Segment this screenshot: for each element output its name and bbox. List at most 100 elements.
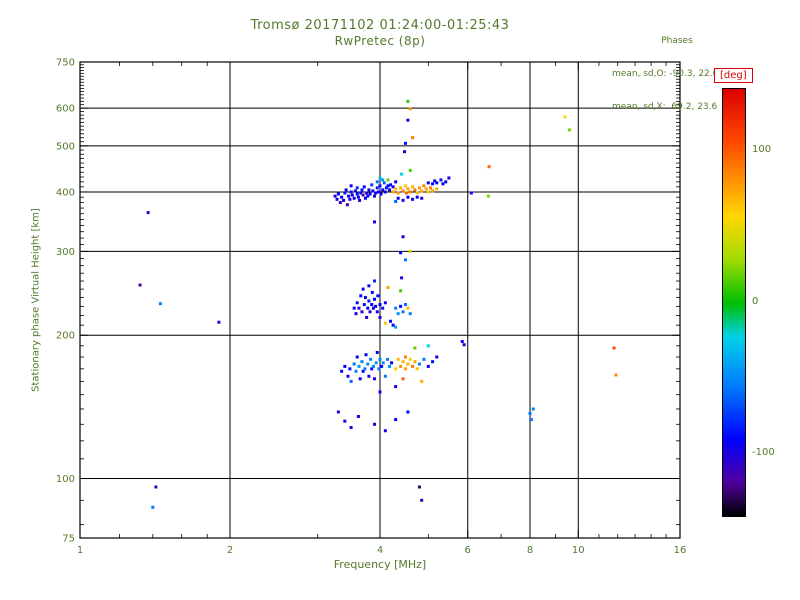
- scatter-point: [420, 189, 424, 193]
- scatter-point: [426, 190, 430, 194]
- scatter-point: [362, 303, 366, 307]
- y-tick-label: 200: [56, 331, 75, 342]
- scatter-point: [394, 180, 398, 184]
- scatter-point: [349, 425, 353, 429]
- scatter-point: [401, 310, 405, 314]
- scatter-point: [368, 192, 372, 196]
- scatter-point: [401, 360, 405, 364]
- scatter-point: [343, 419, 347, 423]
- scatter-point: [371, 189, 375, 193]
- scatter-point: [367, 284, 371, 288]
- scatter-point: [373, 194, 377, 198]
- colorbar-tick-label: 0: [752, 295, 759, 307]
- scatter-point: [403, 303, 407, 307]
- scatter-point: [359, 191, 363, 195]
- scatter-point: [217, 320, 221, 324]
- scatter-point: [531, 407, 535, 411]
- scatter-point: [358, 377, 362, 381]
- scatter-point: [360, 310, 364, 314]
- scatter-point: [399, 186, 403, 190]
- scatter-point: [403, 355, 407, 359]
- scatter-point: [381, 178, 385, 182]
- plot-title: Tromsø 20171102 01:24:00-01:25:43: [250, 18, 510, 33]
- scatter-point: [384, 186, 388, 190]
- scatter-point: [359, 294, 363, 298]
- scatter-point: [365, 315, 369, 319]
- scatter-point: [400, 172, 404, 176]
- scatter-point: [406, 410, 410, 414]
- scatter-point: [382, 181, 386, 185]
- x-tick-label: 4: [377, 545, 383, 556]
- scatter-point: [366, 362, 370, 366]
- scatter-point: [403, 141, 407, 145]
- scatter-point: [355, 192, 359, 196]
- scatter-point: [374, 361, 378, 365]
- scatter-point: [344, 188, 348, 192]
- scatter-point: [385, 357, 389, 361]
- scatter-point: [406, 195, 410, 199]
- scatter-point: [391, 190, 395, 194]
- scatter-point: [383, 190, 387, 194]
- scatter-point: [363, 296, 367, 300]
- scatter-point: [370, 183, 374, 187]
- scatter-point: [415, 191, 419, 195]
- scatter-point: [396, 191, 400, 195]
- scatter-point: [340, 195, 344, 199]
- scatter-point: [370, 303, 374, 307]
- scatter-point: [408, 190, 412, 194]
- scatter-point: [355, 186, 359, 190]
- scatter-point: [394, 325, 398, 329]
- scatter-point: [431, 360, 435, 364]
- scatter-point: [138, 283, 142, 287]
- scatter-point: [373, 279, 377, 283]
- scatter-point: [355, 355, 359, 359]
- scatter-point: [154, 485, 158, 489]
- x-tick-label: 10: [572, 545, 585, 556]
- scatter-point: [415, 195, 419, 199]
- scatter-point: [383, 374, 387, 378]
- scatter-point: [439, 178, 443, 182]
- scatter-point: [340, 369, 344, 373]
- scatter-point: [373, 297, 377, 301]
- scatter-point: [375, 180, 379, 184]
- scatter-point: [391, 185, 395, 189]
- colorbar-tick-label: -100: [752, 446, 775, 458]
- scatter-point: [401, 235, 405, 239]
- scatter-point: [469, 191, 473, 195]
- scatter-point: [364, 353, 368, 357]
- scatter-point: [371, 306, 375, 310]
- scatter-point: [394, 187, 398, 191]
- scatter-point: [413, 346, 417, 350]
- scatter-point: [390, 361, 394, 365]
- scatter-point: [335, 197, 339, 201]
- scatter-point: [336, 410, 340, 414]
- scatter-point: [408, 357, 412, 361]
- phase-stats: Phases mean, sd,O: -90.3, 22.6 mean, sd,…: [612, 14, 782, 135]
- scatter-point: [352, 306, 356, 310]
- scatter-point: [386, 285, 390, 289]
- x-tick-label: 1: [77, 545, 83, 556]
- scatter-point: [373, 377, 377, 381]
- scatter-point: [361, 369, 365, 373]
- scatter-point: [389, 319, 393, 323]
- scatter-point: [444, 180, 448, 184]
- scatter-point: [435, 355, 439, 359]
- phase-stats-header: Phases: [661, 36, 693, 46]
- scatter-point: [361, 287, 365, 291]
- x-tick-label: 8: [527, 545, 533, 556]
- scatter-point: [368, 310, 372, 314]
- scatter-point: [426, 181, 430, 185]
- scatter-point: [486, 194, 490, 198]
- scatter-point: [374, 191, 378, 195]
- scatter-point: [433, 179, 437, 183]
- y-tick-label: 750: [56, 58, 75, 69]
- scatter-point: [353, 189, 357, 193]
- scatter-point: [391, 323, 395, 327]
- scatter-point: [415, 367, 419, 371]
- scatter-point: [396, 312, 400, 316]
- scatter-point: [363, 367, 367, 371]
- scatter-point: [563, 115, 567, 119]
- scatter-point: [403, 184, 407, 188]
- scatter-point: [381, 188, 385, 192]
